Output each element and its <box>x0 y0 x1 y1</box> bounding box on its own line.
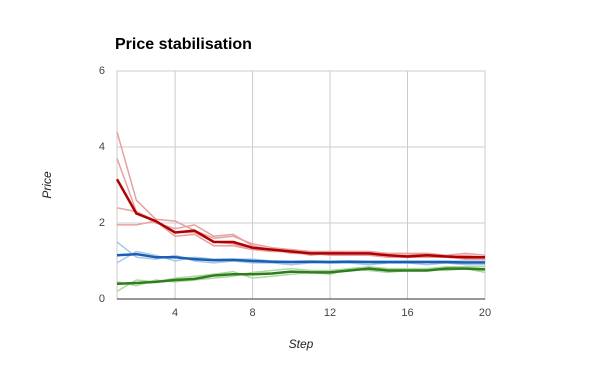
x-axis-label: Step <box>289 337 314 351</box>
series-line <box>116 267 486 286</box>
x-tick-label: 8 <box>250 307 256 319</box>
series-line <box>115 178 485 259</box>
series-line <box>116 241 485 266</box>
x-tick-label: 4 <box>172 307 178 319</box>
y-tick-label: 2 <box>99 217 105 229</box>
series-line <box>116 158 486 258</box>
x-tick-label: 20 <box>479 307 491 319</box>
y-tick-label: 4 <box>99 141 105 153</box>
y-axis-label: Price <box>40 171 54 199</box>
series-line <box>116 252 485 264</box>
y-tick-label: 6 <box>99 65 105 77</box>
series-line <box>116 131 486 257</box>
series-line <box>116 265 485 287</box>
chart-title: Price stabilisation <box>115 36 252 53</box>
x-tick-label: 12 <box>324 307 336 319</box>
y-tick-label: 0 <box>99 293 105 305</box>
x-tick-label: 16 <box>401 307 413 319</box>
